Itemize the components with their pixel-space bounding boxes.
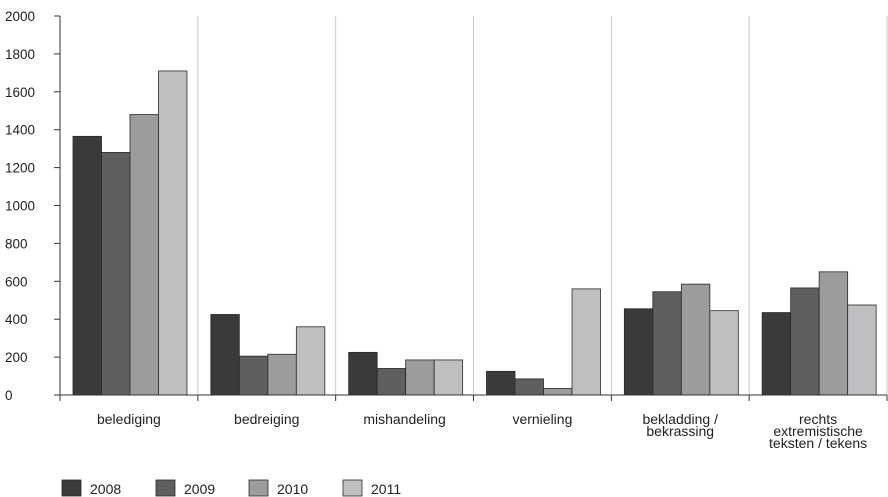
bar-2008 (210, 314, 240, 396)
legend-swatch-2011 (342, 479, 363, 497)
y-tick-label: 1400 (5, 123, 35, 138)
bar-2010 (405, 359, 435, 396)
x-category-label: rechts extremistische teksten / tekens (769, 411, 867, 451)
grid-layer (59, 16, 888, 395)
bar-2008 (761, 312, 792, 396)
x-category-label: mishandeling (363, 411, 446, 427)
y-tick-label: 200 (5, 350, 28, 365)
legend: 2008 2009 2010 2011 (61, 479, 401, 497)
bar-2010 (680, 283, 711, 396)
bar-2011 (571, 288, 601, 396)
bar-2011 (433, 359, 464, 396)
y-tick-label: 1000 (5, 199, 35, 214)
x-category-label: bedreiging (234, 411, 299, 427)
bar-2009 (790, 287, 820, 396)
legend-swatch-2008 (61, 479, 82, 497)
y-tick-label: 800 (5, 236, 28, 251)
x-category-label: vernieling (512, 411, 572, 427)
legend-label-2011: 2011 (371, 481, 401, 497)
y-tick-label: 1200 (5, 161, 35, 176)
axis-layer: 0 200 400 600 800 1000 1200 1400 1600 1800 2000 bel… (5, 9, 888, 451)
legend-swatch-2009 (155, 479, 176, 497)
legend-label-2009: 2009 (184, 481, 215, 497)
bar-2011 (295, 326, 326, 396)
y-tick-label: 0 (5, 388, 13, 403)
bar-2010 (543, 387, 573, 396)
legend-label-2008: 2008 (90, 481, 121, 497)
bar-2009 (514, 378, 544, 396)
bar-2010 (818, 271, 849, 396)
y-tick-label: 600 (5, 274, 28, 289)
bar-2010 (267, 353, 297, 396)
bar-2010 (129, 114, 159, 396)
x-category-label: belediging (97, 411, 161, 427)
bar-2008 (623, 308, 654, 396)
x-category-label: bekladding / bekrassing (642, 411, 718, 439)
bar-2009 (238, 355, 269, 396)
bar-2008 (72, 135, 102, 396)
bar-2011 (847, 304, 877, 396)
legend-label-2010: 2010 (277, 481, 308, 497)
bar-2009 (101, 152, 131, 396)
y-tick-label: 1600 (5, 85, 35, 100)
bar-2009 (652, 291, 682, 396)
y-tick-label: 1800 (5, 47, 35, 62)
bar-2008 (348, 351, 378, 396)
bars-layer (72, 70, 877, 396)
y-tick-label: 400 (5, 312, 28, 327)
bar-2011 (158, 70, 188, 396)
bar-2011 (709, 310, 739, 396)
y-tick-label: 2000 (5, 9, 35, 24)
bar-2008 (486, 370, 516, 396)
bar-2009 (376, 368, 407, 396)
legend-swatch-2010 (248, 479, 269, 497)
